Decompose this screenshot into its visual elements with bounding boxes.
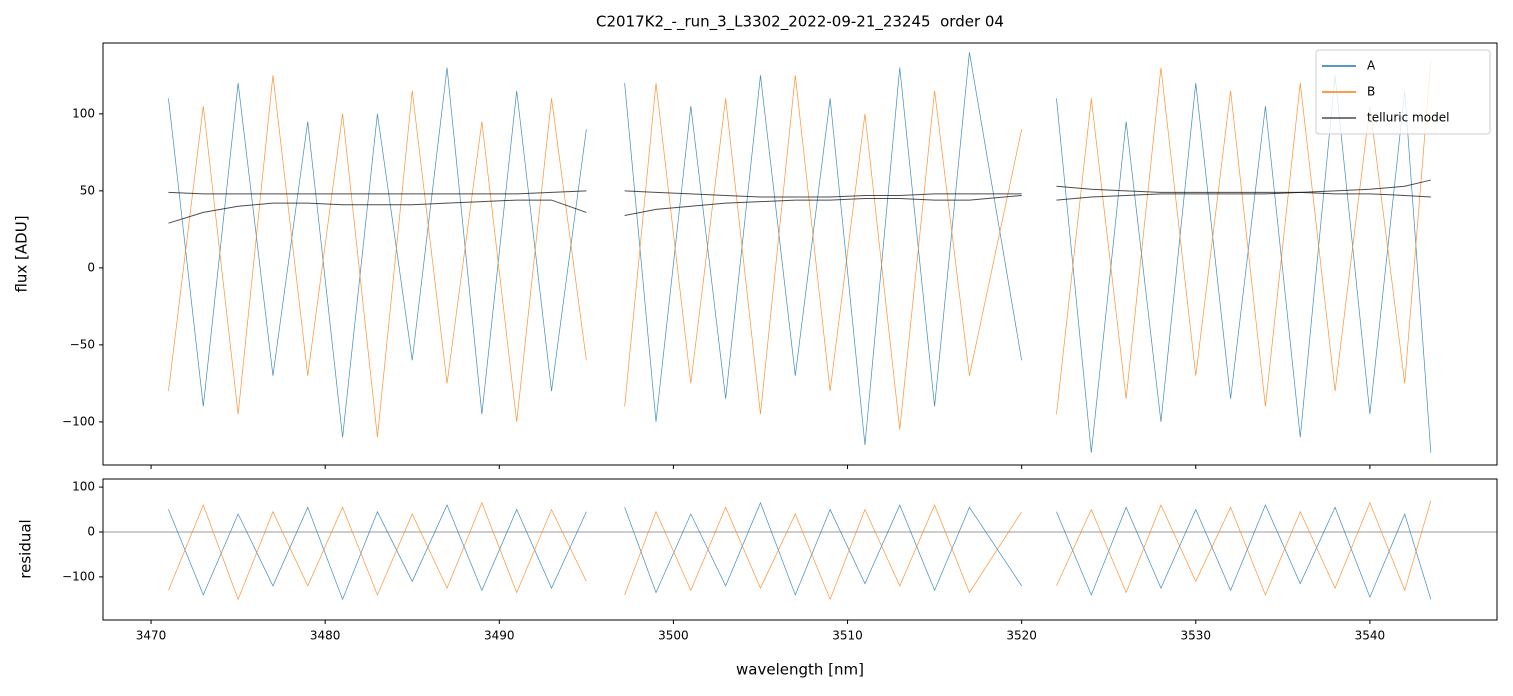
- y-tick-label: 0: [87, 524, 95, 538]
- x-tick-label: 3490: [484, 629, 515, 643]
- y-axis-label: flux [ADU]: [13, 215, 31, 292]
- legend-box: [1315, 49, 1491, 135]
- series-line: [168, 501, 1432, 601]
- series-line: [168, 179, 1431, 224]
- x-tick-label: 3540: [1355, 629, 1386, 643]
- series-line: [168, 59, 1432, 438]
- x-tick-label: 3520: [1006, 629, 1037, 643]
- x-tick-label: 3530: [1181, 629, 1212, 643]
- x-tick-label: 3480: [310, 629, 341, 643]
- series-line: [168, 185, 1431, 198]
- y-axis-label: residual: [17, 519, 35, 578]
- y-tick-label: 0: [87, 260, 95, 274]
- x-tick-label: 3470: [136, 629, 167, 643]
- axes-frame: [102, 42, 1498, 466]
- x-tick-label: 3500: [658, 629, 689, 643]
- y-tick-label: 100: [72, 480, 95, 494]
- axes-frame: [102, 478, 1498, 621]
- legend-label: B: [1367, 85, 1375, 99]
- legend-label: telluric model: [1367, 111, 1449, 125]
- y-tick-label: −100: [62, 569, 95, 583]
- y-tick-label: −100: [62, 414, 95, 428]
- chart-title: C2017K2_-_run_3_L3302_2022-09-21_23245 o…: [596, 13, 1004, 32]
- series-line: [168, 500, 1432, 601]
- x-tick-label: 3510: [832, 629, 863, 643]
- plot-area: [103, 500, 1497, 601]
- y-tick-label: 50: [80, 183, 95, 197]
- x-axis-label: wavelength [nm]: [736, 661, 864, 679]
- y-tick-label: 100: [72, 106, 95, 120]
- plot-area: [168, 52, 1432, 453]
- legend-label: A: [1367, 59, 1376, 73]
- y-tick-label: −50: [70, 337, 95, 351]
- series-line: [168, 52, 1432, 453]
